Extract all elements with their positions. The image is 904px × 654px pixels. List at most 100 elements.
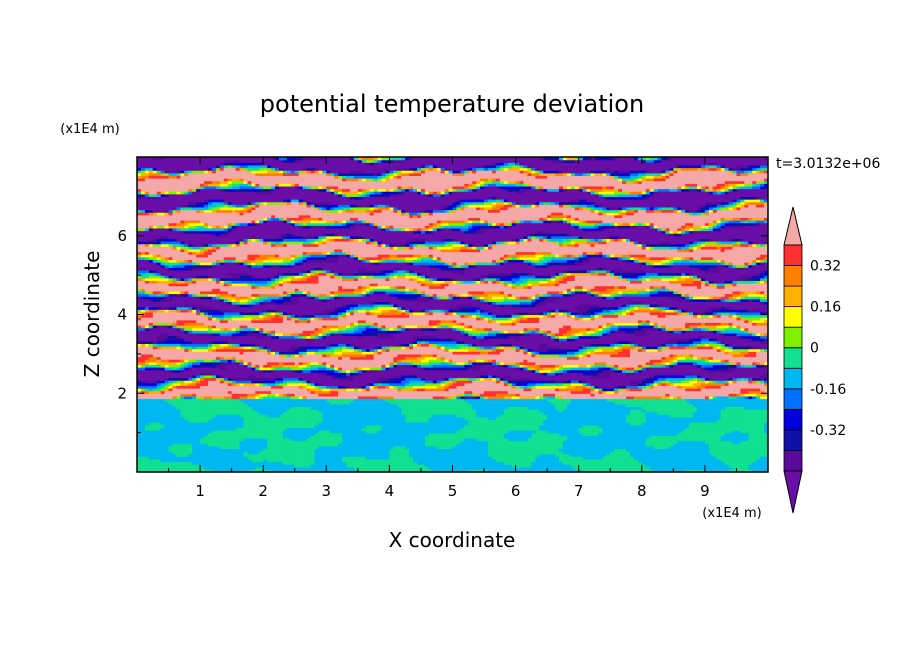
heatmap-cell	[219, 448, 225, 452]
heatmap-cell	[661, 440, 667, 444]
heatmap-cell	[456, 464, 461, 468]
heatmap-cell	[227, 458, 233, 463]
heatmap-cell	[752, 445, 757, 449]
heatmap-cell	[255, 469, 260, 472]
heatmap-cell	[511, 453, 517, 457]
heatmap-cell	[661, 456, 667, 460]
heatmap-cell	[148, 424, 154, 428]
heatmap-cell	[306, 432, 312, 436]
heatmap-cell	[420, 443, 426, 447]
heatmap-cell	[716, 435, 722, 439]
heatmap-cell	[338, 466, 343, 470]
heatmap-cell	[543, 430, 548, 434]
heatmap-cell	[275, 451, 280, 455]
heatmap-cell	[491, 453, 497, 457]
heatmap-cell	[515, 469, 521, 472]
heatmap-cell	[633, 453, 639, 457]
heatmap-cell	[507, 427, 513, 431]
heatmap-cell	[578, 456, 584, 460]
heatmap-cell	[712, 427, 718, 431]
heatmap-cell	[519, 435, 525, 439]
heatmap-cell	[310, 432, 316, 436]
heatmap-cell	[420, 427, 426, 431]
heatmap-cell	[578, 466, 584, 470]
heatmap-cell	[555, 445, 560, 449]
heatmap-cell	[432, 443, 438, 447]
heatmap-cell	[704, 443, 710, 447]
heatmap-cell	[708, 451, 714, 455]
heatmap-cell	[641, 430, 647, 434]
heatmap-cell	[148, 443, 154, 447]
heatmap-cell	[424, 427, 430, 431]
heatmap-cell	[444, 451, 450, 455]
heatmap-cell	[732, 435, 738, 439]
heatmap-cell	[515, 451, 521, 455]
heatmap-cell	[697, 440, 702, 444]
heatmap-cell	[637, 469, 643, 472]
heatmap-cell	[677, 466, 682, 470]
heatmap-cell	[409, 432, 414, 436]
heatmap-cell	[239, 469, 245, 472]
heatmap-cell	[361, 464, 367, 468]
heatmap-cell	[334, 453, 339, 457]
heatmap-cell	[712, 469, 718, 472]
heatmap-cell	[527, 469, 532, 472]
heatmap-cell	[184, 461, 189, 465]
heatmap-cell	[764, 445, 768, 449]
heatmap-cell	[503, 451, 509, 455]
heatmap-cell	[255, 424, 260, 428]
heatmap-cell	[381, 448, 387, 452]
heatmap-cell	[361, 430, 367, 434]
heatmap-cell	[685, 461, 690, 465]
heatmap-cell	[192, 432, 197, 436]
heatmap-cell	[373, 432, 379, 436]
heatmap-cell	[570, 461, 576, 465]
heatmap-cell	[318, 443, 323, 447]
y-unit-label: (x1E4 m)	[60, 122, 119, 137]
heatmap-cell	[507, 430, 513, 434]
heatmap-cell	[314, 445, 320, 449]
heatmap-cell	[728, 469, 734, 472]
heatmap-cell	[476, 430, 481, 434]
heatmap-cell	[614, 448, 619, 452]
heatmap-cell	[298, 448, 304, 452]
heatmap-cell	[570, 451, 576, 455]
heatmap-cell	[543, 445, 548, 449]
heatmap-cell	[641, 456, 647, 460]
heatmap-cell	[582, 458, 588, 463]
heatmap-cell	[594, 435, 600, 439]
heatmap-cell	[420, 458, 426, 463]
heatmap-cell	[271, 458, 276, 463]
heatmap-cell	[219, 456, 225, 460]
heatmap-cell	[267, 440, 272, 444]
heatmap-cell	[440, 456, 446, 460]
heatmap-cell	[192, 435, 197, 439]
heatmap-cell	[598, 440, 603, 444]
heatmap-cell	[618, 430, 623, 434]
heatmap-cell	[318, 451, 323, 455]
heatmap-cell	[420, 453, 426, 457]
heatmap-cell	[657, 440, 663, 444]
heatmap-cell	[558, 427, 564, 431]
heatmap-cell	[558, 466, 564, 470]
heatmap-cell	[657, 469, 663, 472]
heatmap-cell	[693, 435, 698, 439]
heatmap-cell	[468, 427, 473, 431]
heatmap-cell	[685, 466, 690, 470]
heatmap-cell	[192, 451, 197, 455]
heatmap-cell	[610, 440, 615, 444]
heatmap-cell	[397, 458, 402, 463]
heatmap-cell	[499, 469, 505, 472]
heatmap-cell	[330, 458, 335, 463]
heatmap-cell	[251, 453, 256, 457]
heatmap-cell	[732, 466, 738, 470]
heatmap-cell	[196, 437, 201, 442]
heatmap-cell	[211, 430, 217, 434]
heatmap-cell	[744, 437, 749, 442]
heatmap-cell	[618, 443, 623, 447]
heatmap-cell	[452, 461, 458, 465]
heatmap-cell	[464, 448, 469, 452]
heatmap-cell	[610, 445, 615, 449]
heatmap-cell	[764, 440, 768, 444]
heatmap-cell	[393, 469, 398, 472]
